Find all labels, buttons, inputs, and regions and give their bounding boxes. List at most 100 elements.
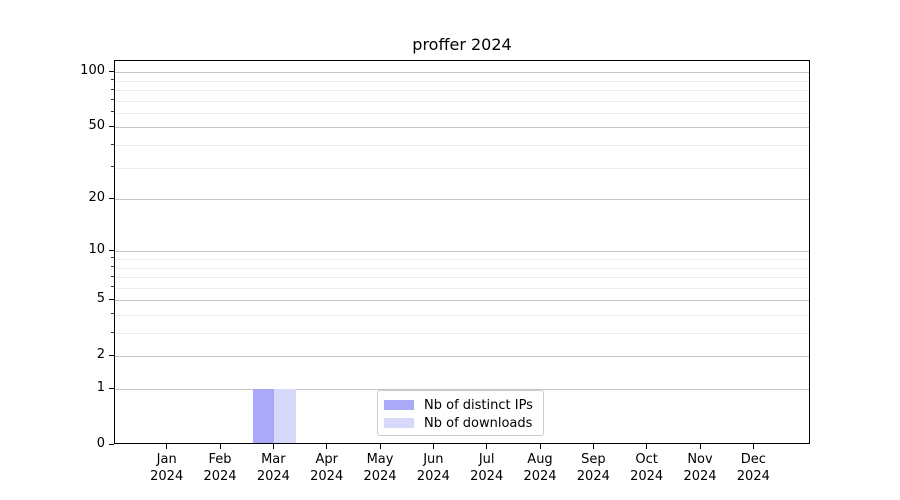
x-tick-label-line: Oct <box>635 452 658 467</box>
y-axis-minor-tick <box>111 79 114 81</box>
x-tick-label-line: Sep <box>581 452 606 467</box>
y-axis-minor-tick <box>111 313 114 315</box>
y-axis-tick <box>109 197 114 199</box>
x-tick-label-line: 2024 <box>630 469 664 484</box>
y-axis-minor-tick <box>111 286 114 288</box>
x-axis-tick <box>326 444 328 449</box>
x-tick-label-line: 2024 <box>203 469 237 484</box>
bar-downloads <box>274 389 296 443</box>
minor-gridline <box>115 314 809 316</box>
y-axis-tick <box>109 249 114 251</box>
legend: Nb of distinct IPs Nb of downloads <box>377 390 544 436</box>
major-gridline <box>115 300 809 302</box>
minor-gridline <box>115 333 809 334</box>
minor-gridline <box>115 267 809 269</box>
x-axis-tick <box>752 444 754 449</box>
x-tick-label: Jan 2024 <box>127 451 207 485</box>
x-tick-label-line: Jul <box>478 452 495 467</box>
y-axis-minor-tick <box>111 111 114 113</box>
x-tick-label-line: 2024 <box>363 469 397 484</box>
x-tick-label-line: 2024 <box>736 469 770 484</box>
x-tick-label: Jul 2024 <box>447 451 527 485</box>
minor-gridline <box>115 287 809 289</box>
legend-entry-downloads: Nb of downloads <box>384 414 543 432</box>
x-tick-label-line: Mar <box>261 452 286 467</box>
y-axis-minor-tick <box>111 88 114 90</box>
x-tick-label: Nov 2024 <box>660 451 740 485</box>
minor-gridline <box>115 258 809 260</box>
x-tick-label-line: Dec <box>740 452 766 467</box>
x-tick-label-line: Feb <box>208 452 232 467</box>
minor-gridline <box>115 112 809 114</box>
x-axis-tick <box>166 444 168 449</box>
minor-gridline <box>115 80 809 82</box>
x-tick-label-line: 2024 <box>416 469 450 484</box>
x-axis-tick <box>646 444 648 449</box>
legend-label-distinct-ips: Nb of distinct IPs <box>424 397 533 413</box>
y-tick-label: 2 <box>96 347 105 363</box>
x-tick-label: Aug 2024 <box>500 451 580 485</box>
major-gridline <box>115 251 809 253</box>
x-axis-tick <box>592 444 594 449</box>
x-tick-label-line: May <box>366 452 394 467</box>
y-axis-minor-tick <box>111 99 114 101</box>
y-axis-tick <box>109 298 114 300</box>
x-tick-label-line: 2024 <box>683 469 717 484</box>
bar-distinct-ips <box>253 389 275 443</box>
x-tick-label-line: Jun <box>423 452 444 467</box>
x-axis-tick <box>539 444 541 449</box>
y-tick-label: 20 <box>88 190 105 206</box>
x-tick-label-line: Nov <box>687 452 713 467</box>
x-tick-label: May 2024 <box>340 451 420 485</box>
y-tick-label: 1 <box>96 380 105 395</box>
x-axis-tick <box>699 444 701 449</box>
y-tick-label: 0 <box>96 436 105 451</box>
x-tick-label: Oct 2024 <box>607 451 687 485</box>
x-tick-label: Jun 2024 <box>393 451 473 485</box>
major-gridline <box>115 72 809 74</box>
x-axis-tick <box>486 444 488 449</box>
x-tick-label-line: 2024 <box>576 469 610 484</box>
x-tick-label-line: 2024 <box>523 469 557 484</box>
y-tick-label: 50 <box>88 118 105 134</box>
x-tick-label-line: Apr <box>315 452 338 467</box>
x-axis-tick <box>219 444 221 449</box>
y-tick-label: 10 <box>88 242 105 258</box>
y-tick-label: 5 <box>96 291 105 307</box>
x-tick-label: Apr 2024 <box>287 451 367 485</box>
x-tick-label-line: Jan <box>156 452 177 467</box>
x-axis-tick <box>432 444 434 449</box>
major-gridline <box>115 127 809 129</box>
minor-gridline <box>115 100 809 102</box>
minor-gridline <box>115 90 809 91</box>
minor-gridline <box>115 277 809 279</box>
chart-title: proffer 2024 <box>412 35 512 54</box>
legend-swatch-downloads-icon <box>384 418 414 428</box>
y-axis-minor-tick <box>111 331 114 333</box>
y-axis-tick <box>109 125 114 127</box>
major-gridline <box>115 199 809 201</box>
x-tick-label-line: 2024 <box>256 469 290 484</box>
x-axis-tick <box>272 444 274 449</box>
y-axis-minor-tick <box>111 143 114 145</box>
y-axis-tick <box>109 70 114 72</box>
legend-entry-distinct-ips: Nb of distinct IPs <box>384 396 543 414</box>
x-tick-label-line: 2024 <box>470 469 504 484</box>
x-tick-label: Feb 2024 <box>180 451 260 485</box>
y-axis-minor-tick <box>111 166 114 168</box>
x-axis-tick <box>379 444 381 449</box>
x-tick-label: Dec 2024 <box>713 451 793 485</box>
major-gridline <box>115 356 809 358</box>
x-tick-label-line: 2024 <box>310 469 344 484</box>
y-axis-tick <box>109 354 114 356</box>
y-axis-tick <box>109 443 114 445</box>
y-axis-tick <box>109 387 114 389</box>
y-axis-minor-tick <box>111 275 114 277</box>
y-axis-minor-tick <box>111 266 114 267</box>
legend-label-downloads: Nb of downloads <box>424 415 533 431</box>
minor-gridline <box>115 145 809 146</box>
x-tick-label-line: Aug <box>527 452 553 467</box>
x-tick-label-line: 2024 <box>150 469 184 484</box>
legend-swatch-distinct-ips-icon <box>384 400 414 410</box>
